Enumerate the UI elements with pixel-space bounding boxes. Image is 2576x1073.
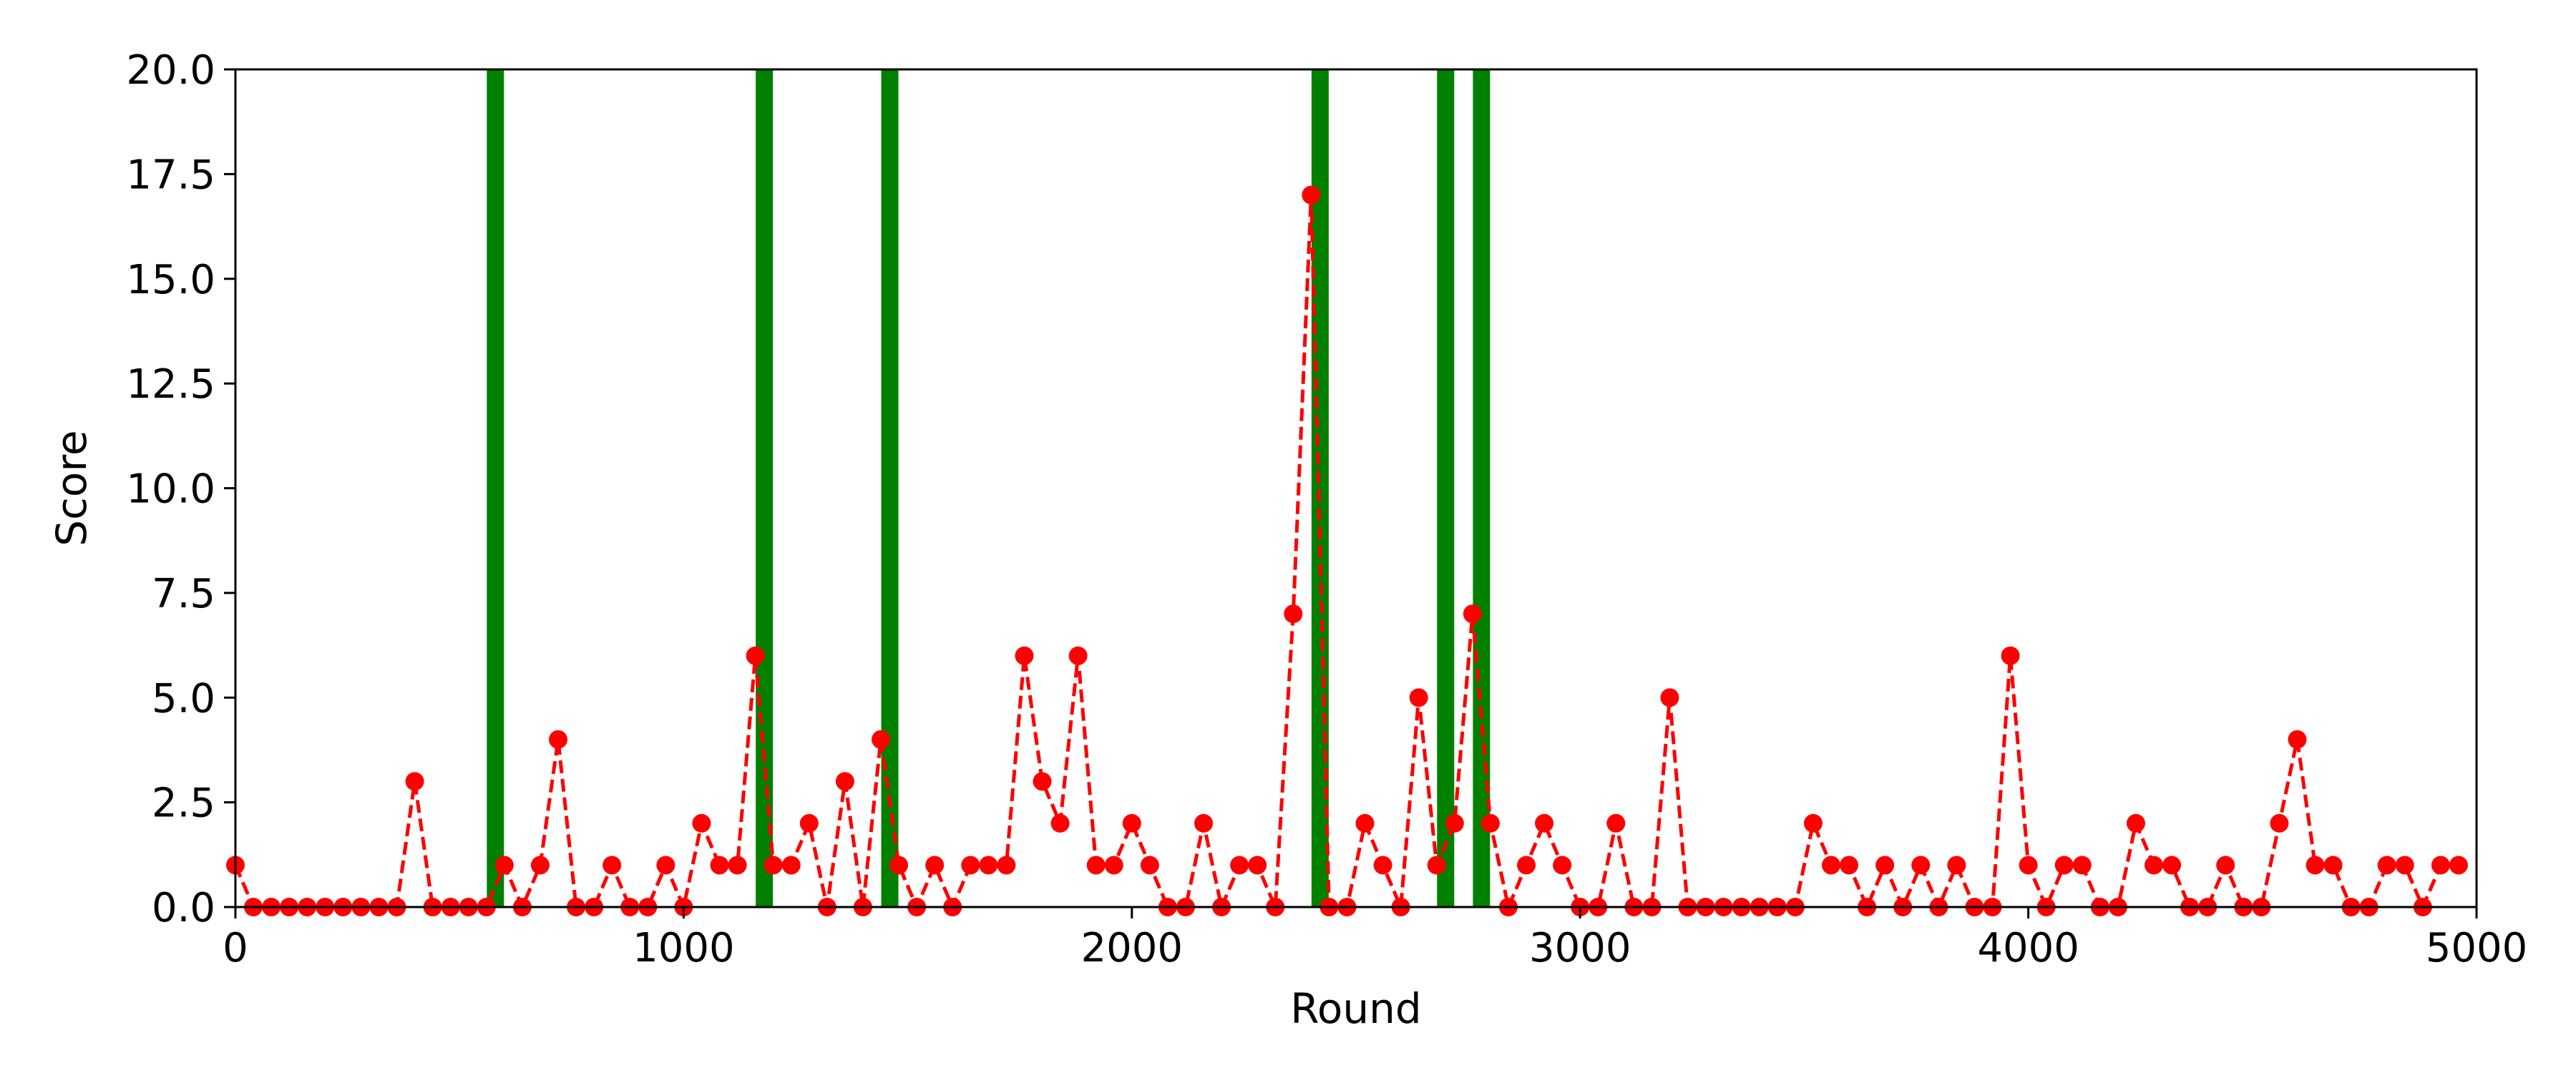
data-point [1140, 856, 1159, 875]
data-point [2072, 856, 2092, 875]
x-tick-label: 3000 [1529, 925, 1631, 971]
data-point [405, 772, 424, 791]
x-tick-label: 0 [223, 925, 248, 971]
y-axis: 0.0 2.5 5.0 7.5 10.0 12.5 15.0 17.5 20.0 [126, 47, 235, 931]
data-point [1409, 688, 1428, 707]
data-point [1821, 856, 1840, 875]
vertical-marker-2 [756, 69, 774, 907]
x-axis-label: Round [1290, 984, 1422, 1033]
data-point [1230, 856, 1249, 875]
plot-frame [234, 68, 2478, 908]
data-point [530, 856, 550, 875]
data-point [692, 813, 711, 833]
data-point [2323, 856, 2343, 875]
data-point [602, 856, 622, 875]
data-point [746, 646, 765, 665]
series-line-1 [233, 195, 2459, 913]
y-tick-label: 15.0 [126, 257, 215, 303]
y-tick-label: 7.5 [152, 571, 215, 617]
data-point [2395, 856, 2414, 875]
x-tick-label: 5000 [2426, 925, 2528, 971]
data-point [1947, 856, 1966, 875]
y-tick-label: 10.0 [126, 466, 215, 513]
y-axis-label: Score [47, 430, 96, 546]
data-point [1373, 856, 1392, 875]
data-point [1911, 856, 1931, 875]
data-point [2019, 856, 2038, 875]
data-point [763, 856, 783, 875]
series-layer [226, 185, 2468, 916]
y-tick-label: 17.5 [126, 152, 215, 198]
data-point [1194, 813, 1214, 833]
data-point [1660, 688, 1679, 707]
data-point [494, 856, 514, 875]
data-point [1122, 813, 1141, 833]
data-point [799, 813, 819, 833]
data-point [1535, 813, 1554, 833]
x-axis: 0 1000 2000 3000 4000 5000 [223, 907, 2527, 971]
vertical-marker-4 [1311, 69, 1329, 907]
data-point [2306, 856, 2325, 875]
data-point [1803, 813, 1823, 833]
data-point [2126, 813, 2145, 833]
data-point [1068, 646, 1088, 665]
data-point [1284, 604, 1303, 624]
x-tick-label: 1000 [633, 925, 735, 971]
data-point [2270, 813, 2289, 833]
data-point [1104, 856, 1123, 875]
vertical-markers [487, 69, 1491, 907]
data-point [1355, 813, 1375, 833]
data-point [979, 856, 998, 875]
y-tick-label: 12.5 [126, 361, 215, 408]
y-tick-label: 5.0 [152, 675, 215, 722]
data-point [1427, 856, 1446, 875]
data-point [549, 730, 568, 749]
y-tick-label: 20.0 [126, 47, 215, 94]
data-point [1875, 856, 1895, 875]
data-point [1248, 856, 1267, 875]
data-point [2377, 856, 2396, 875]
data-point [1445, 813, 1464, 833]
data-point [961, 856, 980, 875]
data-point [1033, 772, 1052, 791]
data-point [2001, 646, 2020, 665]
data-point [2431, 856, 2450, 875]
data-point [1517, 856, 1536, 875]
data-point [1015, 646, 1034, 665]
data-point [2449, 856, 2468, 875]
data-point [1480, 813, 1500, 833]
data-point [2162, 856, 2182, 875]
data-point [656, 856, 675, 875]
data-point [835, 772, 854, 791]
data-point [2216, 856, 2235, 875]
data-point [781, 856, 801, 875]
y-tick-label: 0.0 [152, 885, 215, 931]
data-point [997, 856, 1016, 875]
data-point [925, 856, 945, 875]
data-point [1840, 856, 1859, 875]
data-point [728, 856, 747, 875]
x-tick-label: 2000 [1081, 925, 1184, 971]
data-point [2288, 730, 2307, 749]
vertical-marker-1 [487, 69, 504, 907]
vertical-marker-5 [1437, 69, 1455, 907]
data-point [710, 856, 729, 875]
x-tick-label: 4000 [1977, 925, 2079, 971]
data-point [1086, 856, 1106, 875]
data-point [1463, 604, 1482, 624]
data-point [1302, 185, 1321, 205]
data-point [872, 730, 891, 749]
data-point [2054, 856, 2074, 875]
data-point [889, 856, 909, 875]
data-point [1553, 856, 1572, 875]
data-point [2144, 856, 2163, 875]
data-point [1050, 813, 1070, 833]
y-tick-label: 2.5 [152, 780, 215, 827]
data-point [1606, 813, 1626, 833]
vertical-marker-3 [881, 69, 899, 907]
